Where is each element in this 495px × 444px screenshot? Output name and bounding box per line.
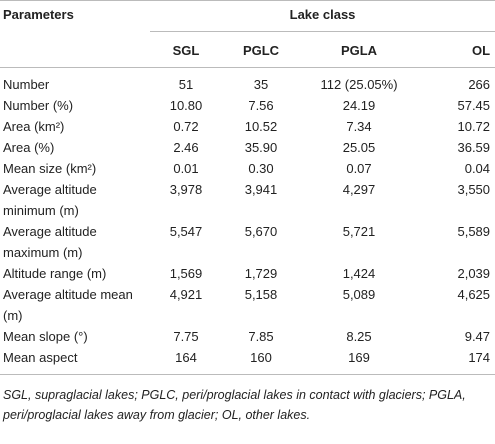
cell: 5,721 <box>342 224 376 239</box>
cell: 7.56 <box>248 98 274 113</box>
cell: 112 (25.05%) <box>320 77 398 92</box>
cell: 25.05 <box>342 140 376 155</box>
cell: 1,729 <box>244 266 278 281</box>
table-row: Average altitude mean (m) 4,921 5,158 5,089… <box>0 284 495 326</box>
table-row: Number 51 35 112 (25.05%) 266 <box>0 68 495 96</box>
table-row: Mean aspect 164 160 169 174 <box>0 347 495 375</box>
cell: 3,941 <box>244 182 278 197</box>
table-row: Number (%) 10.80 7.56 24.19 57.45 <box>0 95 495 116</box>
cell: 4,297 <box>342 182 376 197</box>
cell: 35 <box>253 77 269 92</box>
cell: 5,158 <box>244 287 278 302</box>
table-row: Mean slope (°) 7.75 7.85 8.25 9.47 <box>0 326 495 347</box>
row-label: Mean slope (°) <box>3 329 88 344</box>
cell: 0.72 <box>173 119 199 134</box>
cell: 51 <box>178 77 194 92</box>
cell: 5,589 <box>457 224 491 239</box>
header-cell: Lake class <box>150 0 495 32</box>
row-label: Area (km²) <box>3 119 65 134</box>
row-label: Average altitude mean (m) <box>3 287 133 323</box>
row-label: Mean size (km²) <box>3 161 97 176</box>
cell: 57.45 <box>457 98 491 113</box>
cell: 174 <box>418 347 495 375</box>
cell: 24.19 <box>342 98 376 113</box>
column-header: OL <box>418 31 495 68</box>
cell: 36.59 <box>457 140 491 155</box>
column-header: PGLA <box>300 31 418 68</box>
footnote: SGL, supraglacial lakes; PGLC, peri/prog… <box>3 388 466 422</box>
table-row: Average altitude minimum (m) 3,978 3,941 4,… <box>0 179 495 221</box>
cell: 160 <box>222 347 300 375</box>
cell: 266 <box>468 77 491 92</box>
cell: 10.80 <box>169 98 203 113</box>
cell: 0.07 <box>346 161 372 176</box>
cell: 2.46 <box>173 140 199 155</box>
cell: 35.90 <box>244 140 278 155</box>
cell: 164 <box>150 347 222 375</box>
cell: 0.30 <box>248 161 274 176</box>
cell: 7.34 <box>346 119 372 134</box>
table-row: Average altitude maximum (m) 5,547 5,670 5,… <box>0 221 495 263</box>
table-row: Area (km²) 0.72 10.52 7.34 10.72 <box>0 116 495 137</box>
cell: 1,569 <box>169 266 203 281</box>
row-label: Average altitude maximum (m) <box>3 224 97 260</box>
cell: 9.47 <box>464 329 491 344</box>
row-label: Altitude range (m) <box>3 266 107 281</box>
column-header: SGL <box>150 31 222 68</box>
header-cell: Parameters <box>3 7 74 22</box>
table-row: Altitude range (m) 1,569 1,729 1,424 2,039 <box>0 263 495 284</box>
cell: 8.25 <box>346 329 372 344</box>
cell: 2,039 <box>457 266 491 281</box>
cell: 7.85 <box>248 329 274 344</box>
row-label: Area (%) <box>3 140 55 155</box>
data-table: Parameters Lake class SGL PGLC PGLA OL Numb… <box>0 0 495 375</box>
row-label: Number <box>3 77 50 92</box>
cell: 4,921 <box>169 287 203 302</box>
table-row: Area (%) 2.46 35.90 25.05 36.59 <box>0 137 495 158</box>
cell: 4,625 <box>457 287 491 302</box>
cell: 0.01 <box>173 161 199 176</box>
header-cell <box>0 31 150 68</box>
row-label: Mean aspect <box>0 347 150 375</box>
cell: 10.52 <box>244 119 278 134</box>
cell: 5,547 <box>169 224 203 239</box>
column-header: PGLC <box>222 31 300 68</box>
row-label: Average altitude minimum (m) <box>3 182 97 218</box>
cell: 10.72 <box>457 119 491 134</box>
cell: 3,978 <box>169 182 203 197</box>
cell: 7.75 <box>173 329 199 344</box>
cell: 5,670 <box>244 224 278 239</box>
cell: 3,550 <box>457 182 491 197</box>
page: Parameters Lake class SGL PGLC PGLA OL Numb… <box>0 0 495 422</box>
cell: 0.04 <box>464 161 491 176</box>
table-row: Mean size (km²) 0.01 0.30 0.07 0.04 <box>0 158 495 179</box>
cell: 169 <box>300 347 418 375</box>
cell: 1,424 <box>342 266 376 281</box>
cell: 5,089 <box>342 287 376 302</box>
row-label: Number (%) <box>3 98 74 113</box>
